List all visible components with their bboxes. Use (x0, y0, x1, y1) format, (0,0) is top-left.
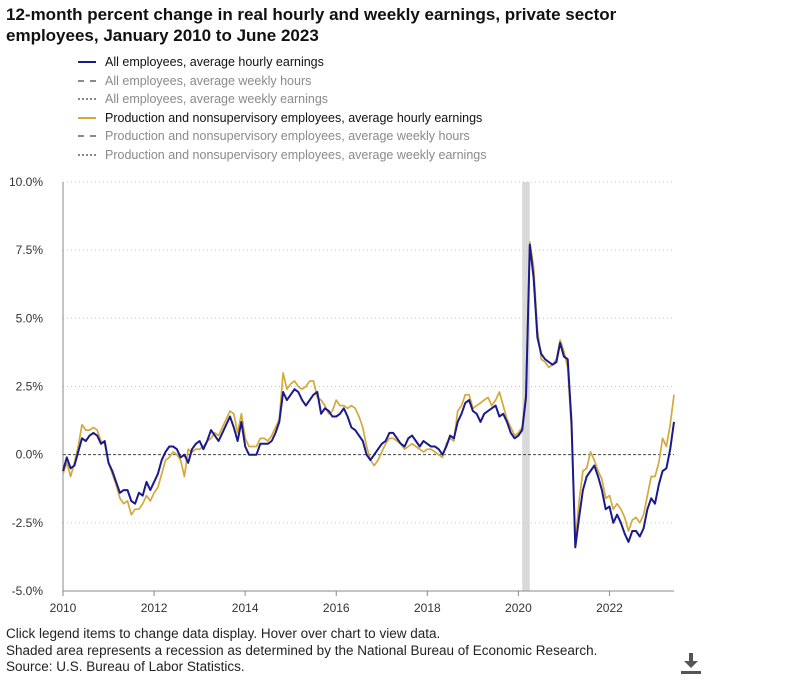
legend-swatch (78, 98, 96, 101)
line-chart[interactable]: 10.0% 7.5% 5.0% 2.5% 0.0% -2.5% -5.0% 2010 2012 2… (0, 170, 791, 620)
legend-item-all-weekly-earnings[interactable]: All employees, average weekly earnings (78, 90, 486, 109)
legend: All employees, average hourly earnings A… (78, 53, 486, 164)
y-tick-label: 10.0% (9, 175, 43, 189)
x-tick-label: 2022 (596, 601, 623, 615)
legend-item-prod-hourly[interactable]: Production and nonsupervisory employees,… (78, 109, 486, 128)
legend-item-all-weekly-hours[interactable]: All employees, average weekly hours (78, 72, 486, 91)
footer-note-recession: Shaded area represents a recession as de… (6, 642, 598, 658)
x-tick-label: 2016 (323, 601, 350, 615)
x-tick-label: 2020 (505, 601, 532, 615)
legend-label: All employees, average hourly earnings (105, 55, 324, 70)
legend-item-all-hourly[interactable]: All employees, average hourly earnings (78, 53, 486, 72)
x-tick-label: 2012 (141, 601, 168, 615)
legend-item-prod-weekly-earnings[interactable]: Production and nonsupervisory employees,… (78, 146, 486, 165)
chart-title: 12-month percent change in real hourly a… (6, 5, 617, 45)
y-tick-label: 2.5% (16, 380, 44, 394)
legend-label: Production and nonsupervisory employees,… (105, 129, 470, 144)
footer-source: Source: U.S. Bureau of Labor Statistics. (6, 659, 245, 674)
x-tick-label: 2010 (50, 601, 77, 615)
legend-swatch (78, 61, 96, 64)
legend-label: All employees, average weekly earnings (105, 92, 329, 107)
y-tick-label: 0.0% (16, 448, 44, 462)
y-tick-label: 7.5% (16, 243, 44, 257)
legend-label: All employees, average weekly hours (105, 73, 312, 88)
download-icon-glyph (681, 653, 701, 674)
chart-footer: Click legend items to change data displa… (6, 626, 597, 676)
legend-swatch (78, 79, 96, 82)
legend-item-prod-weekly-hours[interactable]: Production and nonsupervisory employees,… (78, 127, 486, 146)
legend-label: Production and nonsupervisory employees,… (105, 110, 483, 125)
x-tick-label: 2014 (232, 601, 259, 615)
legend-swatch (78, 116, 96, 119)
footer-note-legend: Click legend items to change data displa… (6, 626, 441, 641)
download-icon[interactable] (678, 650, 704, 676)
y-tick-label: -5.0% (12, 584, 44, 598)
series-line-all-hourly (62, 243, 675, 549)
x-tick-label: 2018 (414, 601, 441, 615)
legend-label: Production and nonsupervisory employees,… (105, 147, 487, 162)
y-tick-label: -2.5% (12, 516, 44, 530)
y-tick-label: 5.0% (16, 311, 44, 325)
legend-swatch (78, 135, 96, 138)
legend-swatch (78, 153, 96, 156)
